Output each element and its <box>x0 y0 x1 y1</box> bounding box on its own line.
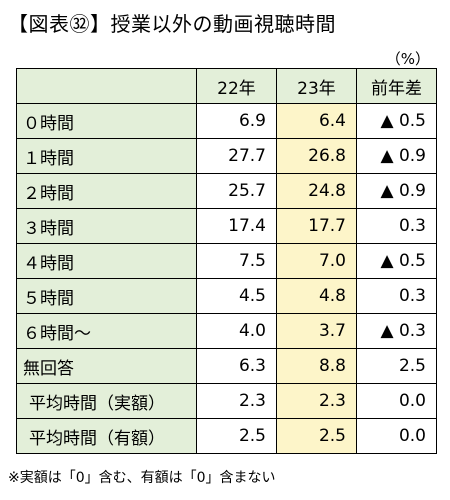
value-22: 17.4 <box>196 208 277 244</box>
value-diff: ▲ 0.3 <box>356 313 437 349</box>
table-row: ２時間 25.7 24.8 ▲ 0.9 <box>16 173 437 209</box>
unit-label: （%） <box>385 50 430 68</box>
value-diff: ▲ 0.5 <box>356 103 437 139</box>
value-diff: 0.3 <box>356 278 437 314</box>
row-label: 無回答 <box>16 348 197 384</box>
value-22: 27.7 <box>196 138 277 174</box>
table-row: ５時間 4.5 4.8 0.3 <box>16 278 437 314</box>
value-23: 3.7 <box>276 313 357 349</box>
row-label: ２時間 <box>16 173 197 209</box>
value-23: 2.3 <box>276 383 357 419</box>
value-23: 17.7 <box>276 208 357 244</box>
header-diff: 前年差 <box>356 68 437 104</box>
table-row: ３時間 17.4 17.7 0.3 <box>16 208 437 244</box>
table-row: 平均時間（有額） 2.5 2.5 0.0 <box>16 418 437 454</box>
value-diff: 0.0 <box>356 418 437 454</box>
row-label: ４時間 <box>16 243 197 279</box>
footnote: ※実額は「0」含む、有額は「0」含まない <box>8 470 276 486</box>
value-diff: 0.0 <box>356 383 437 419</box>
value-23: 26.8 <box>276 138 357 174</box>
value-23: 4.8 <box>276 278 357 314</box>
value-diff: 0.3 <box>356 208 437 244</box>
value-22: 2.3 <box>196 383 277 419</box>
table-row: ６時間～ 4.0 3.7 ▲ 0.3 <box>16 313 437 349</box>
header-blank <box>16 68 197 104</box>
value-diff: ▲ 0.9 <box>356 173 437 209</box>
row-label: 平均時間（有額） <box>16 418 197 454</box>
value-diff: 2.5 <box>356 348 437 384</box>
value-diff: ▲ 0.5 <box>356 243 437 279</box>
value-22: 6.3 <box>196 348 277 384</box>
value-22: 4.0 <box>196 313 277 349</box>
value-22: 7.5 <box>196 243 277 279</box>
row-label: ３時間 <box>16 208 197 244</box>
row-label: 平均時間（実額） <box>16 383 197 419</box>
table-row: 無回答 6.3 8.8 2.5 <box>16 348 437 384</box>
header-23: 23年 <box>276 68 357 104</box>
value-22: 6.9 <box>196 103 277 139</box>
header-22: 22年 <box>196 68 277 104</box>
value-22: 2.5 <box>196 418 277 454</box>
value-22: 25.7 <box>196 173 277 209</box>
table-row: 平均時間（実額） 2.3 2.3 0.0 <box>16 383 437 419</box>
value-23: 2.5 <box>276 418 357 454</box>
row-label: ６時間～ <box>16 313 197 349</box>
row-label: ５時間 <box>16 278 197 314</box>
table-row: ０時間 6.9 6.4 ▲ 0.5 <box>16 103 437 139</box>
value-23: 8.8 <box>276 348 357 384</box>
value-23: 24.8 <box>276 173 357 209</box>
header-row: 22年 23年 前年差 <box>16 68 437 104</box>
row-label: ０時間 <box>16 103 197 139</box>
table-row: ４時間 7.5 7.0 ▲ 0.5 <box>16 243 437 279</box>
table-row: １時間 27.7 26.8 ▲ 0.9 <box>16 138 437 174</box>
viewing-time-table: 22年 23年 前年差 ０時間 6.9 6.4 ▲ 0.5 １時間 27.7 26.8 ▲ 0… <box>16 68 437 454</box>
value-diff: ▲ 0.9 <box>356 138 437 174</box>
page-title: 【図表㉜】授業以外の動画視聴時間 <box>8 12 336 36</box>
value-23: 6.4 <box>276 103 357 139</box>
value-22: 4.5 <box>196 278 277 314</box>
row-label: １時間 <box>16 138 197 174</box>
value-23: 7.0 <box>276 243 357 279</box>
